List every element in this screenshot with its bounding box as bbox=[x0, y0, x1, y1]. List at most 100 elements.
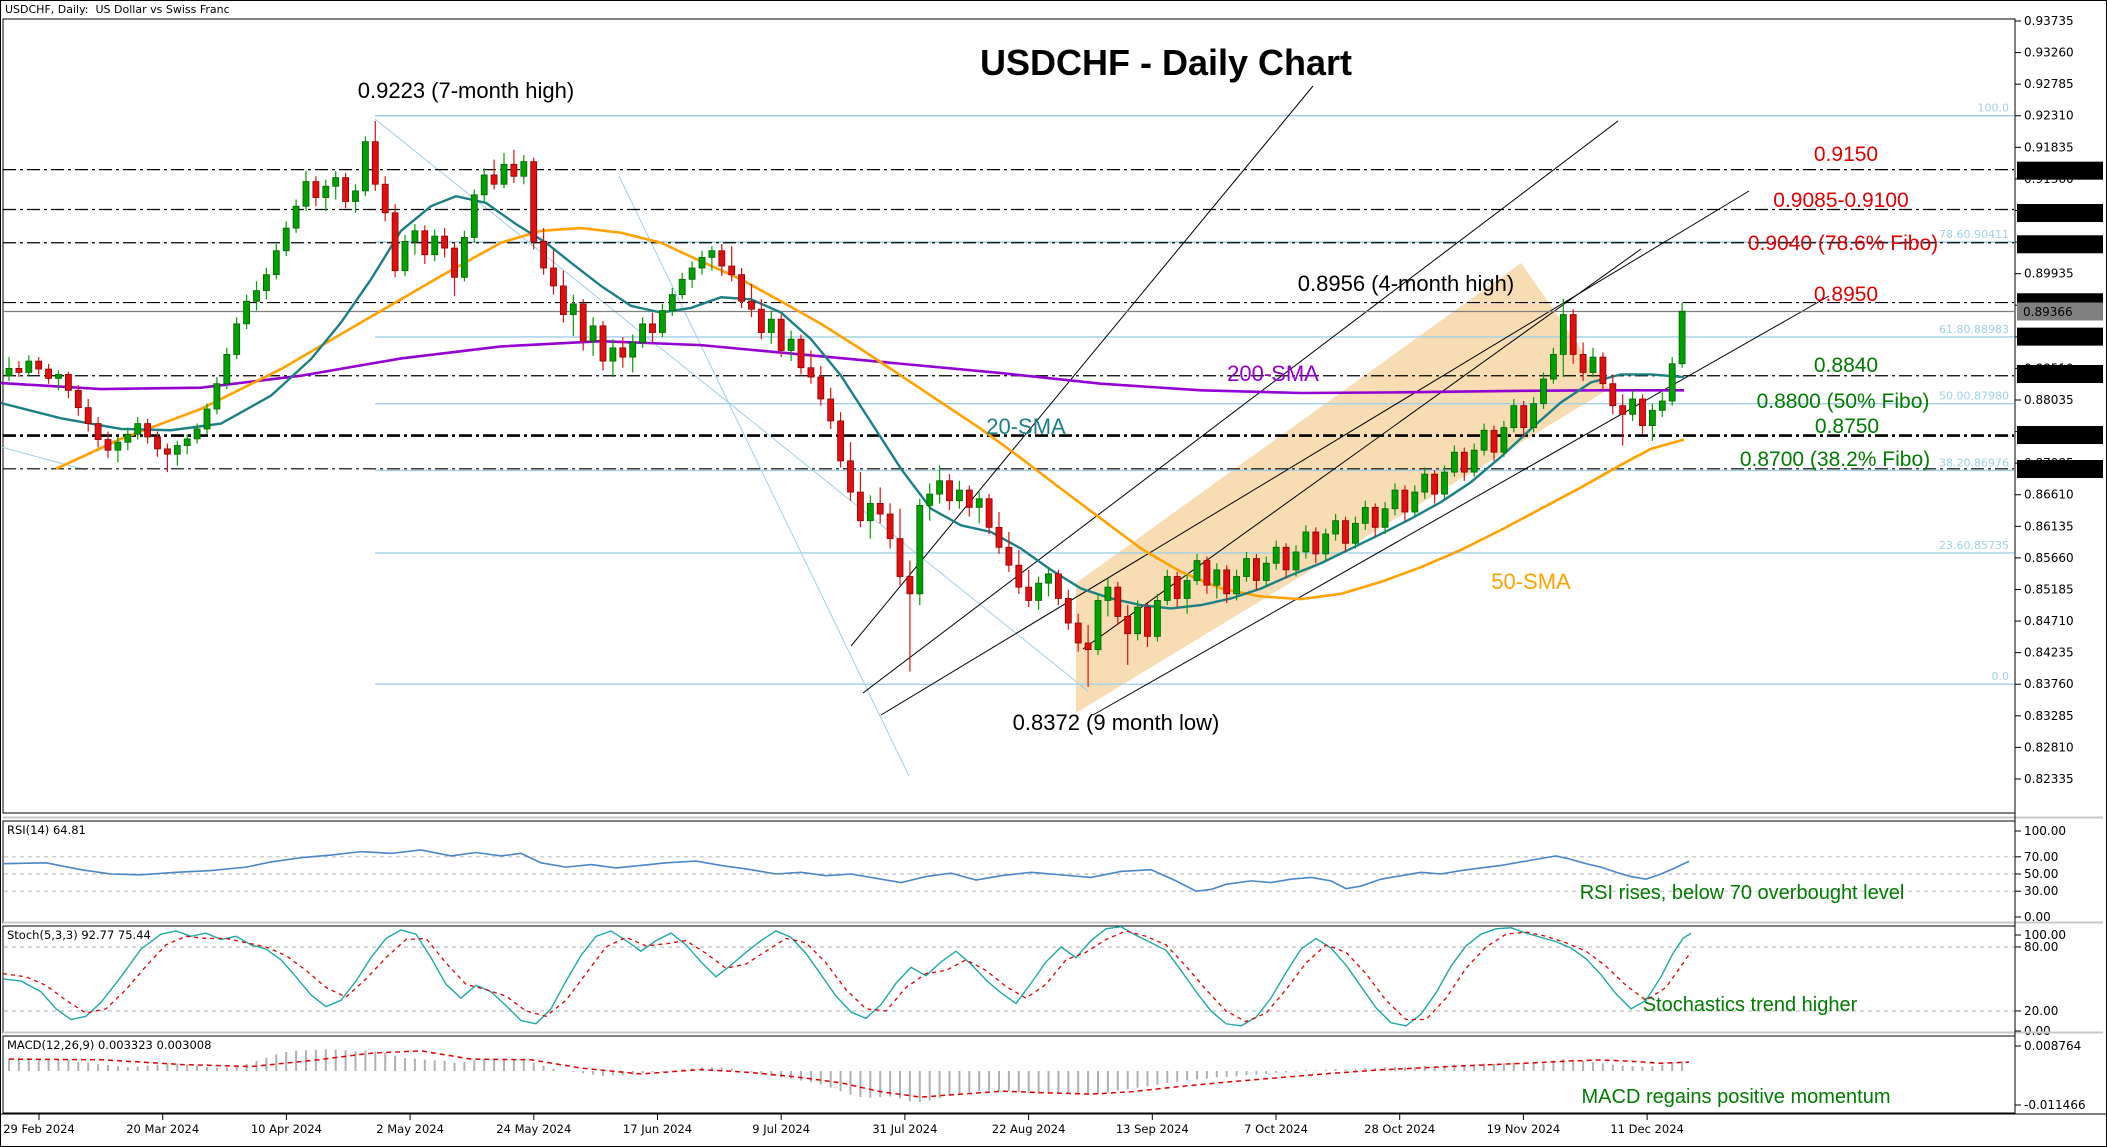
candle-body bbox=[381, 183, 389, 214]
candle-body bbox=[767, 318, 775, 333]
panel-border bbox=[2, 820, 2016, 924]
candle-body bbox=[322, 185, 330, 198]
date-label: 11 Dec 2024 bbox=[1610, 1122, 1683, 1136]
candle-body bbox=[124, 433, 132, 443]
price-badge-label: 0.90847 bbox=[2023, 207, 2073, 221]
candle-body bbox=[1233, 576, 1240, 595]
candle-body bbox=[1322, 533, 1330, 555]
candle-body bbox=[797, 338, 805, 369]
candle-body bbox=[807, 367, 815, 378]
support-label: 0.8700 (38.2% Fibo) bbox=[1740, 448, 1930, 471]
price-tick-label: 0.91835 bbox=[2024, 140, 2074, 154]
candle-body bbox=[1173, 576, 1181, 599]
sma-label: 20-SMA bbox=[986, 414, 1066, 439]
candle-body bbox=[1045, 573, 1052, 584]
candle-body bbox=[154, 436, 161, 450]
candle-body bbox=[985, 498, 993, 528]
candle-body bbox=[1510, 405, 1518, 428]
candle-body bbox=[1361, 506, 1369, 524]
candle-body bbox=[639, 323, 646, 343]
candle-body bbox=[579, 303, 587, 342]
candle-body bbox=[1500, 427, 1508, 453]
indicator-axis-label: 50.00 bbox=[2024, 867, 2058, 881]
candle-body bbox=[975, 498, 983, 508]
price-badge bbox=[2017, 426, 2103, 445]
candle-body bbox=[718, 250, 726, 267]
indicator-annotation: RSI rises, below 70 overbought level bbox=[1580, 882, 1905, 904]
candle-body bbox=[1213, 569, 1221, 586]
candle-body bbox=[599, 325, 607, 362]
candle-body bbox=[361, 141, 369, 192]
candle-body bbox=[698, 256, 706, 269]
price-tick-label: 0.86135 bbox=[2024, 519, 2074, 533]
candle-body bbox=[560, 285, 567, 315]
candle-body bbox=[55, 373, 62, 379]
candle-body bbox=[1678, 310, 1686, 365]
sma-label: 50-SMA bbox=[1491, 569, 1571, 594]
candle-body bbox=[738, 274, 745, 302]
candle-body bbox=[223, 354, 231, 385]
candle-body bbox=[1579, 354, 1587, 373]
indicator-axis-label: 20.00 bbox=[2024, 1004, 2058, 1018]
candle-body bbox=[1658, 400, 1666, 411]
indicator-axis-label: 30.00 bbox=[2024, 884, 2058, 898]
indicator-name-label: Stoch(5,3,3) 92.77 75.44 bbox=[7, 928, 151, 942]
price-tick-label: 0.82810 bbox=[2024, 740, 2074, 754]
resistance-label: 0.9085-0.9100 bbox=[1773, 189, 1908, 212]
candle-body bbox=[1223, 569, 1231, 595]
current-price-badge-label: 0.89366 bbox=[2023, 305, 2073, 319]
date-label: 2 May 2024 bbox=[376, 1122, 444, 1136]
macd-panel[interactable]: MACD(12,26,9) 0.003323 0.003008 MACD rega… bbox=[2, 1031, 2103, 1114]
date-label: 24 May 2024 bbox=[496, 1122, 571, 1136]
rsi-panel[interactable]: 100.00 70.00 50.00 30.00 0.00 RSI(14) 64.81 RS… bbox=[2, 816, 2103, 925]
candle-body bbox=[1421, 473, 1429, 493]
candle-body bbox=[540, 241, 547, 269]
candle-body bbox=[886, 513, 894, 540]
price-badge-label: 0.88988 bbox=[2023, 330, 2073, 344]
support-label: 0.8800 (50% Fibo) bbox=[1757, 390, 1930, 413]
candle-body bbox=[45, 368, 52, 379]
price-tick-label: 0.93735 bbox=[2024, 14, 2074, 28]
candle-body bbox=[649, 323, 656, 333]
date-axis: 29 Feb 2024 20 Mar 2024 10 Apr 2024 2 May 2… bbox=[1, 1113, 2106, 1136]
price-badge bbox=[2017, 460, 2103, 479]
date-label: 28 Oct 2024 bbox=[1364, 1122, 1435, 1136]
candle-body bbox=[569, 303, 577, 315]
candle-body bbox=[659, 310, 666, 333]
stoch-d-line bbox=[2, 930, 1692, 1023]
price-tick-label: 0.82335 bbox=[2024, 772, 2074, 786]
rsi-line bbox=[2, 849, 1690, 893]
candle-body bbox=[510, 163, 518, 177]
indicator-axis-label: 0.00 bbox=[2024, 910, 2051, 924]
sma20-line bbox=[1, 194, 1685, 610]
price-tick-label: 0.84710 bbox=[2024, 614, 2074, 628]
fibo-level-label: 38.20.86976 bbox=[1939, 456, 2009, 469]
candle-body bbox=[193, 428, 201, 440]
candle-body bbox=[104, 439, 112, 451]
indicator-name-label: RSI(14) 64.81 bbox=[7, 823, 86, 837]
candle-body bbox=[272, 250, 280, 276]
candle-body bbox=[243, 300, 251, 325]
date-label: 20 Mar 2024 bbox=[126, 1122, 199, 1136]
fibo-diagonal-line bbox=[374, 118, 1089, 692]
trendline bbox=[1092, 295, 1830, 716]
candle-body bbox=[1163, 576, 1171, 601]
price-tick-label: 0.93260 bbox=[2024, 46, 2074, 60]
candle-body bbox=[1243, 558, 1250, 577]
candle-body bbox=[401, 241, 409, 272]
price-tick-label: 0.88035 bbox=[2024, 393, 2074, 407]
candle-body bbox=[777, 318, 785, 351]
price-axis: 0.937350.932600.927850.923100.918350.913… bbox=[2014, 14, 2103, 1113]
fibo-diagonal-line bbox=[1, 446, 87, 471]
main-price-panel[interactable]: 100.0 78.60.90411 61.80.88983 50.00.87980 38… bbox=[1, 18, 2016, 814]
candle-body bbox=[1203, 560, 1211, 586]
candle-body bbox=[1470, 449, 1478, 473]
candle-body bbox=[530, 161, 538, 242]
date-label: 9 Jul 2024 bbox=[752, 1122, 810, 1136]
candle-body bbox=[1589, 356, 1597, 373]
candle-body bbox=[1649, 409, 1656, 426]
support-label: 0.8750 bbox=[1815, 415, 1879, 438]
candle-body bbox=[352, 190, 359, 202]
